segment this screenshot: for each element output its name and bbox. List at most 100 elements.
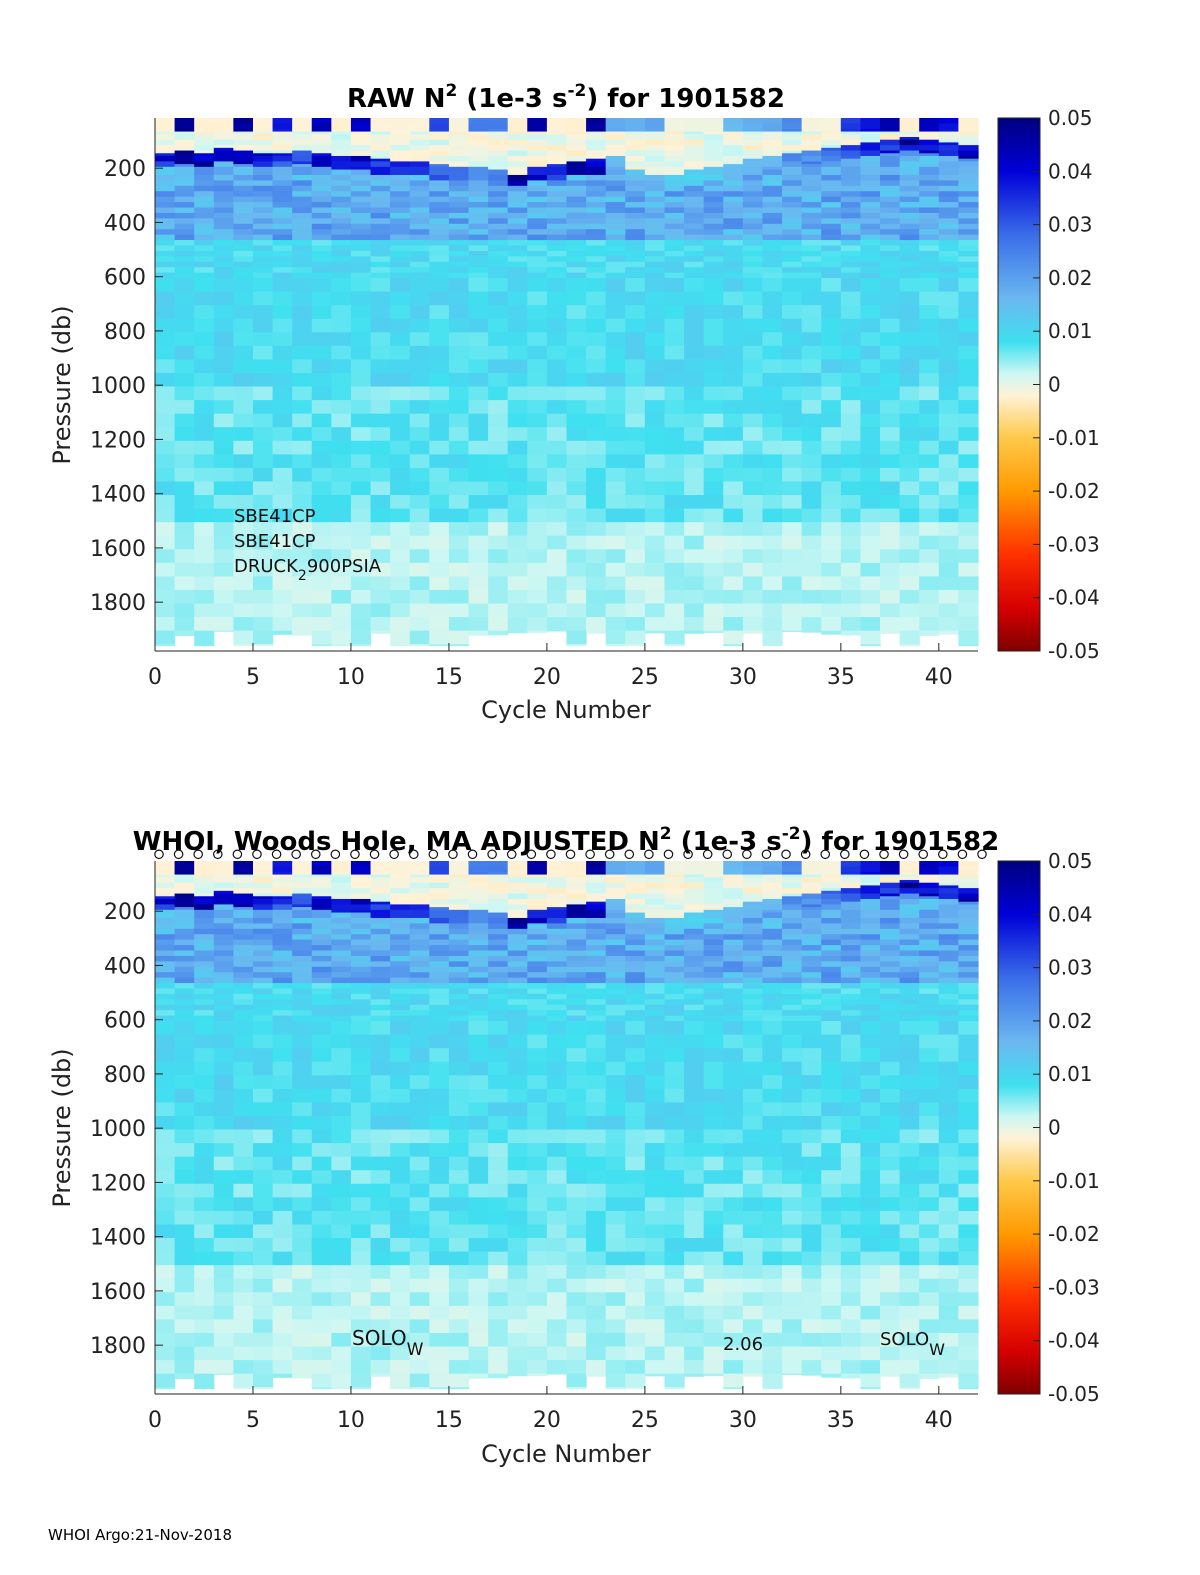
- heatmap-cell: [742, 174, 764, 181]
- heatmap-cell: [488, 1075, 509, 1090]
- heatmap-cell: [625, 256, 646, 263]
- heatmap-cell: [331, 917, 352, 924]
- heatmap-cell: [860, 136, 881, 141]
- heatmap-cell: [684, 983, 705, 990]
- heatmap-cell: [938, 142, 960, 146]
- heatmap-cell: [350, 988, 372, 995]
- heatmap-cell: [194, 223, 215, 230]
- heatmap-cell: [586, 1048, 607, 1063]
- x-tick-label: 0: [148, 665, 162, 690]
- heatmap-cell: [723, 890, 744, 895]
- heatmap-cell: [252, 174, 274, 181]
- heatmap-cell: [272, 174, 293, 181]
- heatmap-cell: [762, 1265, 783, 1280]
- heatmap-cell: [272, 145, 293, 149]
- heatmap-cell: [252, 874, 274, 878]
- heatmap-cell: [311, 261, 332, 268]
- heatmap-cell: [331, 879, 352, 884]
- heatmap-cell: [605, 871, 626, 876]
- heatmap-cell: [723, 158, 744, 162]
- heatmap-cell: [213, 603, 234, 618]
- heatmap-cell: [390, 207, 411, 214]
- heatmap-cell: [311, 1021, 332, 1036]
- heatmap-cell: [272, 1015, 293, 1022]
- heatmap-cell: [252, 993, 274, 1000]
- heatmap-cell: [644, 898, 666, 903]
- heatmap-cell: [546, 901, 568, 905]
- heatmap-cell: [174, 934, 195, 941]
- heatmap-cell: [174, 1048, 195, 1063]
- heatmap-cell: [527, 155, 548, 160]
- heatmap-cell: [586, 871, 607, 876]
- heatmap-cell: [272, 939, 293, 946]
- heatmap-cell: [390, 400, 411, 415]
- heatmap-cell: [605, 196, 626, 203]
- heatmap-cell: [507, 939, 528, 946]
- heatmap-cell: [664, 909, 685, 914]
- heatmap-cell: [684, 603, 705, 618]
- heatmap-cell: [782, 372, 803, 388]
- heatmap-cell: [311, 128, 332, 133]
- heatmap-cell: [664, 345, 685, 361]
- heatmap-cell: [566, 218, 587, 225]
- heatmap-cell: [664, 164, 685, 168]
- heatmap-cell: [742, 879, 764, 884]
- heatmap-cell: [429, 879, 450, 884]
- heatmap-cell: [233, 169, 254, 176]
- heatmap-cell: [703, 291, 724, 306]
- heatmap-cell: [233, 522, 254, 537]
- heatmap-cell: [272, 1156, 293, 1171]
- heatmap-cell: [233, 234, 254, 241]
- heatmap-cell: [723, 630, 744, 645]
- heatmap-cell: [292, 120, 313, 125]
- heatmap-cell: [155, 535, 176, 550]
- heatmap-cell: [684, 874, 705, 878]
- heatmap-cell: [213, 882, 234, 887]
- heatmap-cell: [605, 928, 626, 935]
- heatmap-cell: [605, 180, 626, 187]
- heatmap-cell: [742, 1061, 764, 1076]
- heatmap-cell: [448, 885, 470, 889]
- heatmap-cell: [507, 576, 528, 591]
- heatmap-cell: [703, 150, 724, 154]
- heatmap-cell: [311, 1004, 332, 1011]
- heatmap-cell: [488, 1129, 509, 1144]
- heatmap-cell: [213, 134, 234, 138]
- heatmap-cell: [252, 126, 274, 130]
- heatmap-cell: [546, 1238, 568, 1253]
- heatmap-cell: [821, 218, 842, 225]
- heatmap-cell: [860, 250, 881, 257]
- heatmap-cell: [194, 1075, 215, 1090]
- heatmap-cell: [488, 120, 509, 125]
- heatmap-cell: [821, 386, 842, 401]
- heatmap-cell: [586, 223, 607, 230]
- heatmap-cell: [507, 161, 528, 165]
- heatmap-cell: [586, 1021, 607, 1036]
- heatmap-cell: [684, 945, 705, 952]
- heatmap-cell: [684, 1115, 705, 1131]
- heatmap-cell: [723, 240, 744, 247]
- heatmap-cell: [331, 272, 352, 279]
- heatmap-cell: [684, 126, 705, 130]
- heatmap-cell: [821, 359, 842, 374]
- heatmap-cell: [507, 1238, 528, 1253]
- heatmap-cell: [586, 885, 607, 889]
- heatmap-cell: [448, 1143, 470, 1158]
- heatmap-cell: [174, 158, 195, 162]
- heatmap-cell: [625, 882, 646, 887]
- heatmap-cell: [488, 250, 509, 257]
- heatmap-cell: [742, 934, 764, 941]
- heatmap-cell: [331, 145, 352, 149]
- heatmap-cell: [233, 630, 254, 645]
- heatmap-cell: [233, 1088, 254, 1104]
- heatmap-cell: [644, 1021, 666, 1036]
- heatmap-cell: [703, 1075, 724, 1090]
- heatmap-cell: [155, 218, 176, 225]
- heatmap-cell: [723, 145, 744, 149]
- heatmap-cell: [448, 126, 470, 130]
- heatmap-cell: [272, 923, 293, 930]
- heatmap-cell: [429, 169, 450, 176]
- heatmap-cell: [429, 885, 450, 889]
- heatmap-cell: [174, 1224, 195, 1239]
- heatmap-cell: [507, 1143, 528, 1158]
